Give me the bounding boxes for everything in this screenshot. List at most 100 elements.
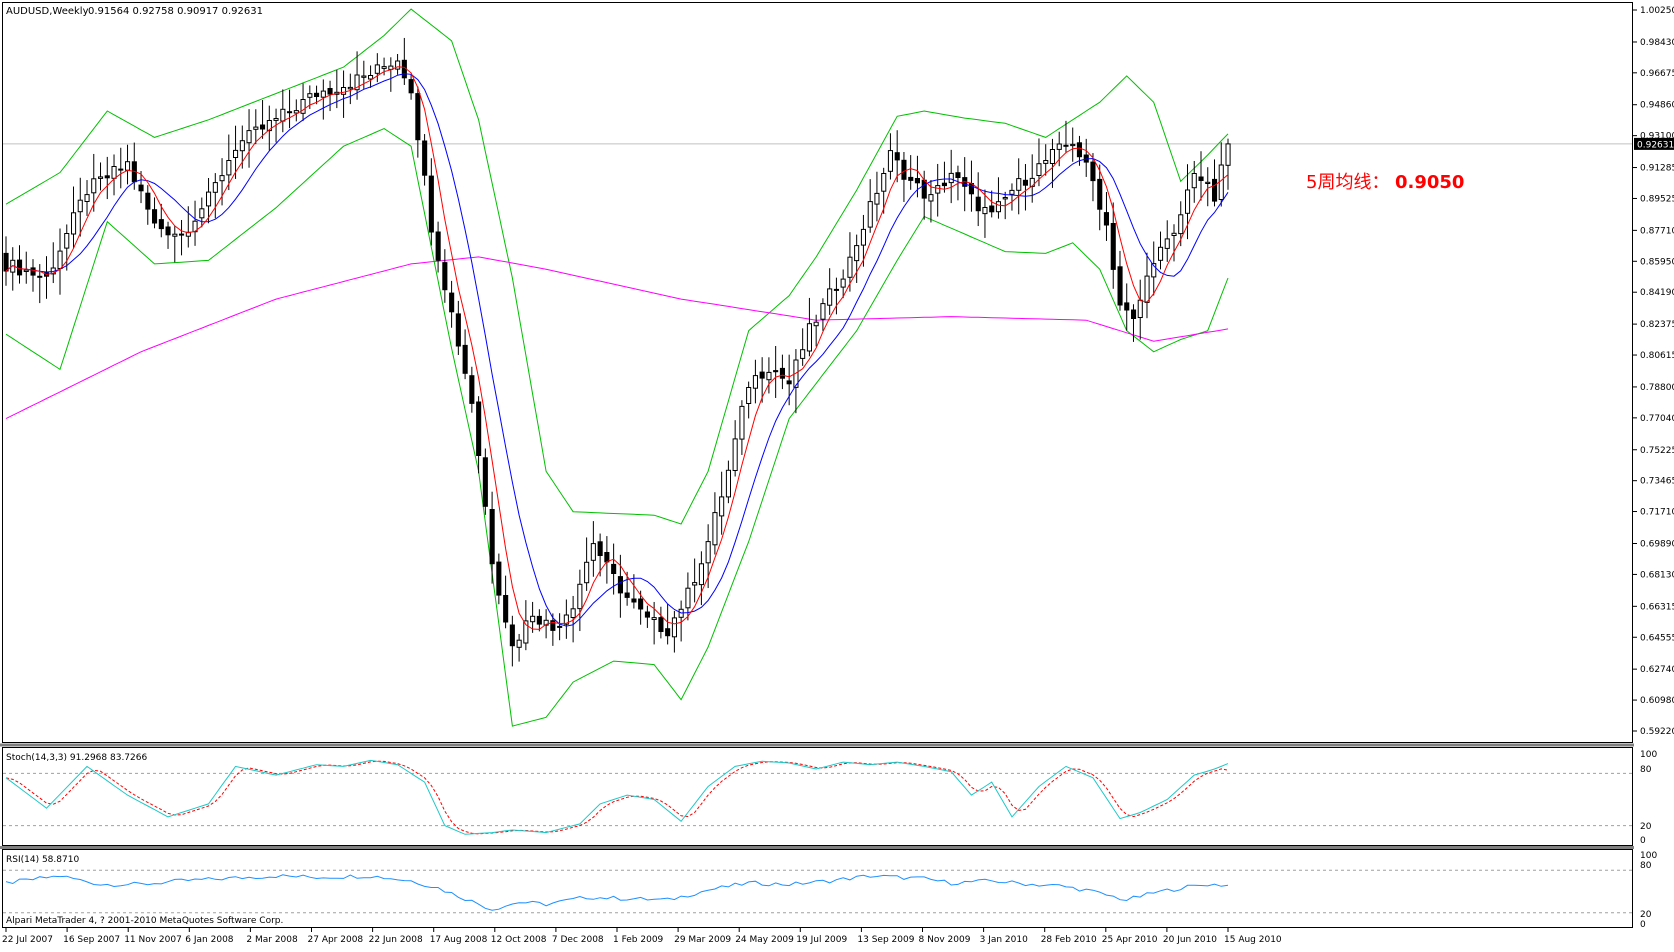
candle [631, 574, 637, 609]
candle-body [928, 194, 934, 202]
candle [570, 595, 576, 643]
candle [1158, 231, 1164, 270]
time-tick-label: 6 Jan 2008 [185, 935, 233, 945]
candle [1090, 153, 1096, 202]
candle [509, 615, 515, 667]
price-tick-label: 0.69890 [1640, 540, 1674, 550]
price-tick-label: 0.68130 [1640, 570, 1674, 580]
candle-body [476, 401, 482, 456]
candle-body [638, 598, 644, 610]
candle-body [327, 88, 333, 95]
candle-body [496, 561, 502, 596]
candle [489, 491, 495, 584]
candle [260, 100, 266, 139]
candle [543, 609, 549, 639]
rsi-level-80: 80 [1640, 861, 1652, 871]
candle-body [557, 625, 563, 628]
candle [732, 420, 738, 477]
candle [1124, 283, 1130, 331]
candle [840, 269, 846, 299]
candle-body [179, 233, 185, 236]
panel-separator-2[interactable] [0, 846, 1634, 849]
main-panel[interactable] [2, 2, 1633, 743]
candle-body [368, 75, 374, 80]
time-tick-label: 19 Jul 2009 [796, 935, 847, 945]
candle-body [1056, 143, 1062, 150]
candle-body [1049, 149, 1056, 164]
candle-body [145, 192, 151, 210]
candle-body [354, 74, 360, 91]
candle-body [300, 99, 306, 114]
candle [428, 158, 434, 246]
candle [577, 569, 583, 632]
candle [1016, 158, 1022, 215]
candle [206, 177, 212, 224]
candle-body [665, 628, 671, 637]
price-tick-label: 0.75225 [1640, 446, 1674, 456]
panel-separator-1[interactable] [0, 743, 1634, 747]
candle-body [867, 201, 873, 228]
candle-body [125, 161, 131, 171]
candle [752, 359, 759, 404]
candle [887, 133, 894, 180]
candle [766, 357, 772, 394]
candle-body [624, 592, 630, 598]
candle [1049, 138, 1056, 188]
time-tick-label: 16 Sep 2007 [63, 935, 120, 945]
candle-body [1225, 143, 1231, 166]
candle [30, 259, 36, 292]
candle [320, 79, 326, 120]
candle-body [1171, 232, 1177, 237]
candle [1191, 160, 1197, 203]
candle-body [881, 173, 887, 192]
candle-body [1076, 142, 1083, 158]
candle-body [314, 92, 320, 98]
candle [644, 605, 651, 628]
candle-body [644, 611, 651, 618]
candle [813, 314, 819, 347]
candle [118, 147, 124, 189]
candle [982, 189, 988, 238]
candle-body [1124, 302, 1130, 311]
candle-body [57, 250, 63, 270]
candle [806, 297, 813, 357]
candle [975, 172, 981, 227]
candle-body [3, 252, 9, 272]
candle-body [914, 178, 921, 184]
candle [995, 177, 1002, 219]
candle-body [921, 179, 927, 199]
candle-body [989, 205, 995, 213]
candle-body [1218, 164, 1224, 200]
ma5-annotation-value: 0.9050 [1395, 172, 1464, 193]
candle-body [908, 176, 914, 181]
candle [881, 167, 887, 214]
candle [530, 601, 536, 633]
candle-body [685, 587, 691, 609]
candle-body [800, 349, 806, 359]
stoch-panel[interactable] [2, 747, 1633, 846]
candle-body [98, 176, 104, 179]
candle [860, 214, 867, 267]
candle-body [1002, 197, 1008, 200]
stoch-label: Stoch(14,3,3) 91.2968 83.7266 [6, 753, 147, 763]
rsi-panel[interactable] [2, 849, 1633, 928]
candle [874, 171, 880, 222]
candle [516, 633, 522, 662]
candle-body [165, 226, 171, 236]
candle-body [320, 90, 326, 98]
price-tick-label: 0.80615 [1640, 351, 1674, 361]
candle-body [293, 110, 299, 114]
candle [827, 268, 833, 315]
chart-header: AUDUSD,Weekly [6, 6, 89, 17]
candle-body [158, 219, 164, 230]
stoch-level-100: 100 [1640, 750, 1657, 760]
candle [1009, 183, 1015, 211]
candle-body [104, 175, 110, 179]
candle [287, 89, 293, 129]
candle-body [442, 262, 448, 291]
candle [152, 197, 158, 229]
candle-body [1137, 299, 1143, 319]
candle-body [1117, 266, 1123, 306]
